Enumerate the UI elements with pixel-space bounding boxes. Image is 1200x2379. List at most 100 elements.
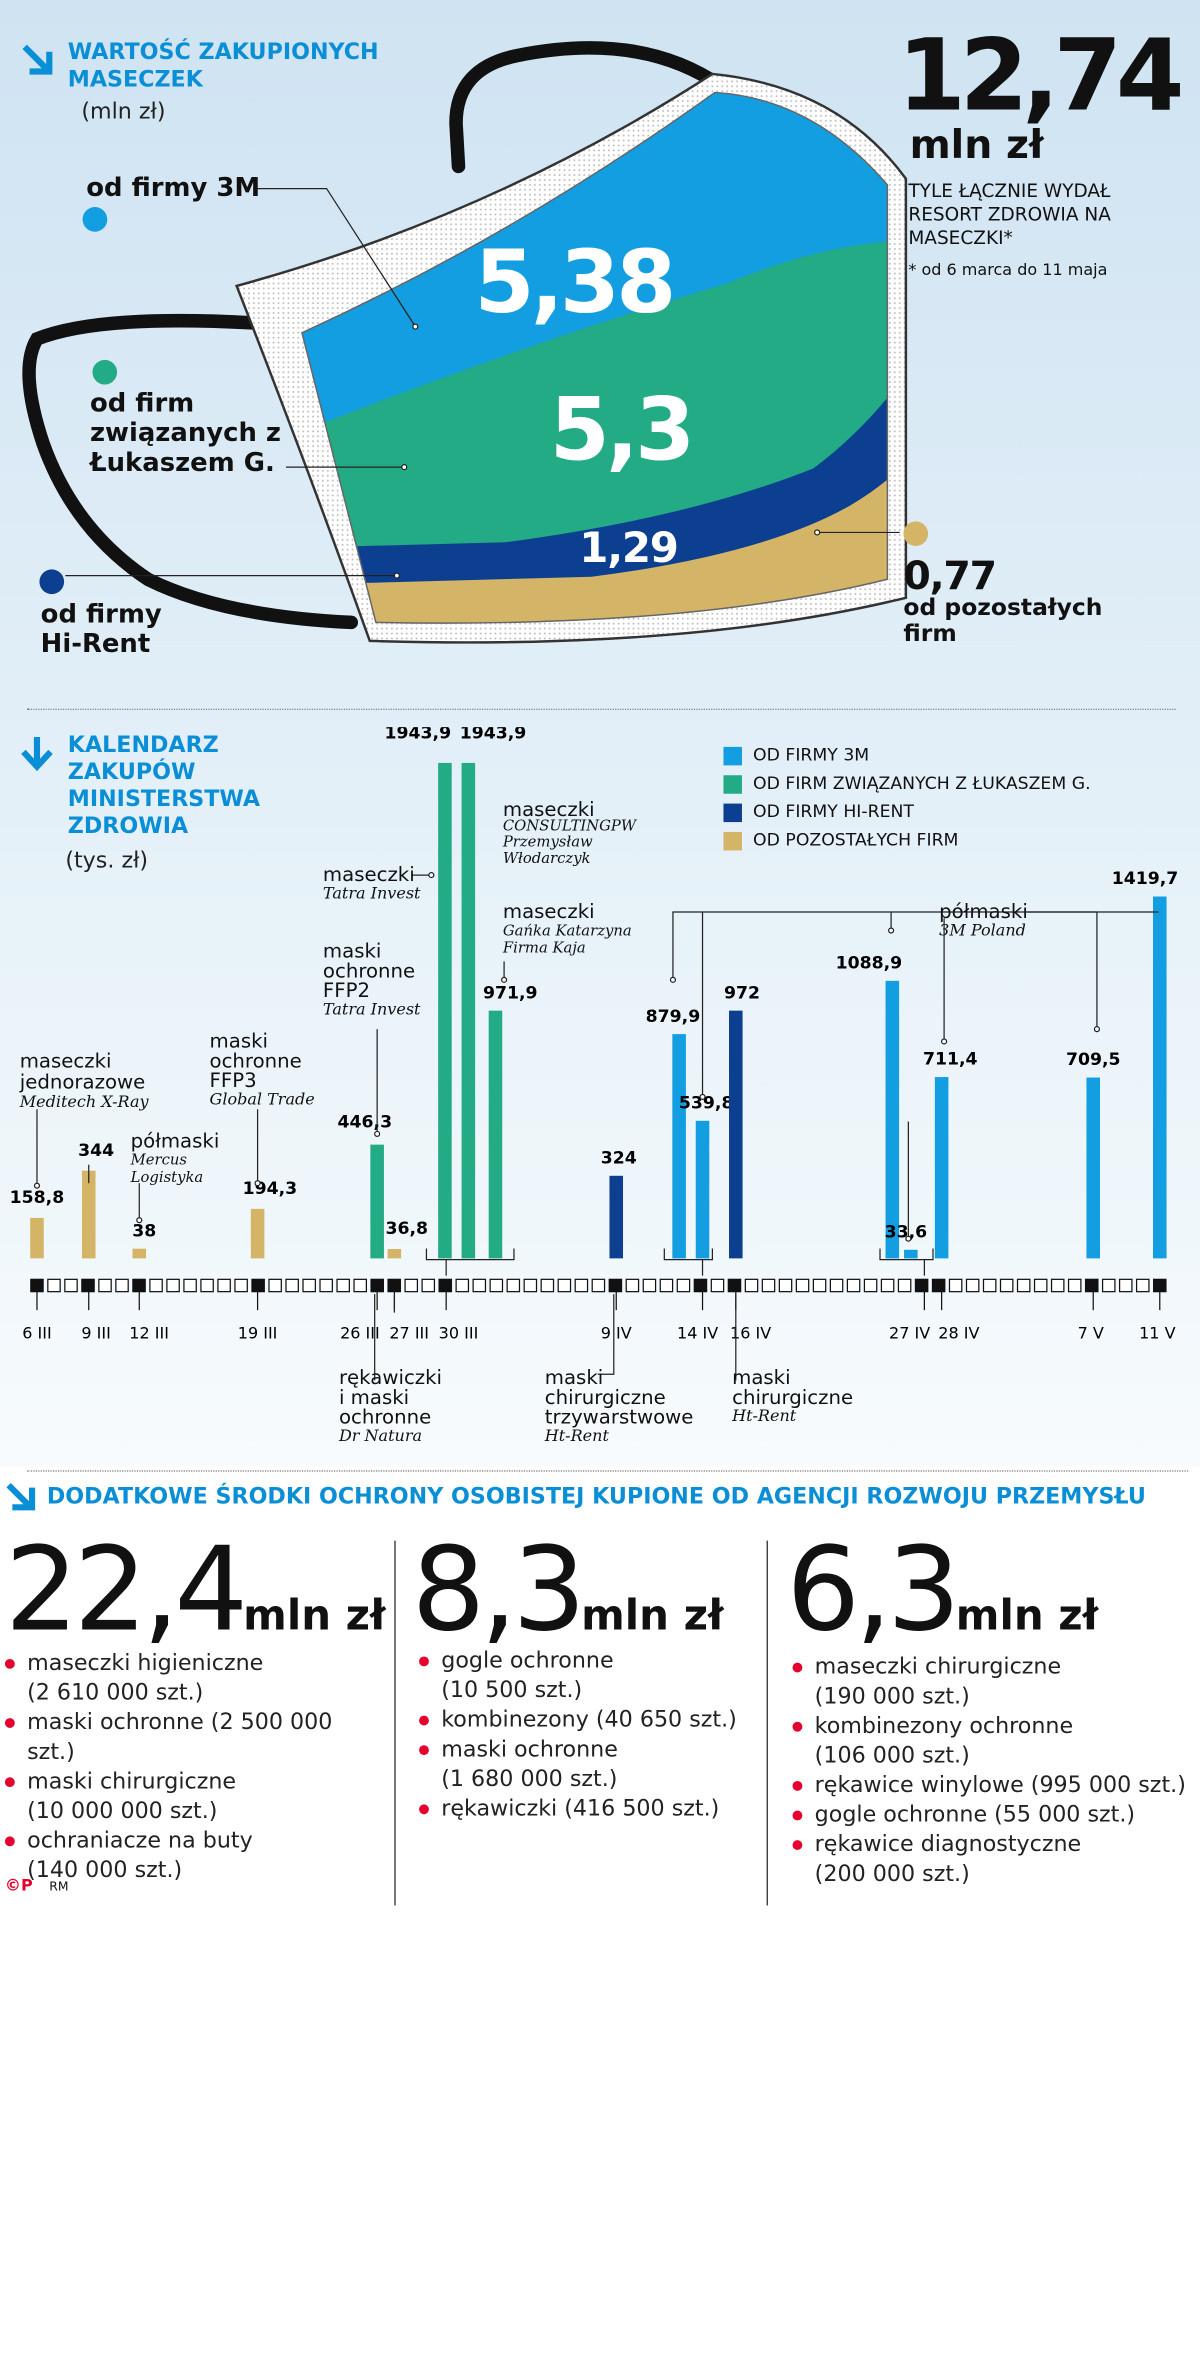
mask-layer-other [301,468,888,624]
divider-2 [27,1470,1189,1472]
day-marker [778,1278,793,1293]
list-item: kombinezony ochronne [792,1712,1199,1742]
day-marker-purchase [931,1278,946,1293]
day-marker [846,1278,861,1293]
day-marker [149,1278,163,1293]
bracket-27IV [879,1248,934,1261]
bar-label: 1943,9 [385,727,452,743]
list-item: maseczki higieniczne [4,1649,387,1679]
legend-swatch-hirent [723,803,742,823]
total-description: TYLE ŁĄCZNIE WYDAŁ RESORT ZDROWIA NA MAS… [908,179,1111,249]
list-item: kombinezony (40 650 szt.) [419,1706,764,1736]
bar-11V-17 [1153,896,1167,1259]
bar-label: 158,8 [10,1188,65,1208]
day-marker [1118,1278,1133,1293]
legend-swatch-other [723,831,742,851]
annot-a4: maseczki Tatra Invest [322,862,421,904]
bar-label: 38 [132,1221,156,1241]
bar-label: 879,9 [646,1007,701,1027]
date-label: 19 III [238,1323,278,1342]
bar-6III-0 [30,1217,44,1259]
date-label: 12 III [129,1323,169,1342]
day-marker [999,1278,1014,1293]
list-item: maseczki chirurgiczne [792,1653,1199,1683]
col-divider-1 [394,1540,396,1906]
bar-26III-4 [370,1144,384,1259]
day-marker [557,1278,572,1293]
day-marker [574,1278,589,1293]
list-item: maski chirurgiczne [4,1767,387,1797]
day-marker [625,1278,640,1293]
leader-b2 [597,1294,615,1375]
legend-swatch-3m [723,746,742,766]
bar-label: 1419,7 [1112,869,1179,889]
bar-label: 36,8 [385,1219,428,1239]
annot-a1: maseczki jednorazowe Meditech X-Ray [19,1048,149,1112]
col3-list: maseczki chirurgiczne (190 000 szt.) kom… [792,1653,1199,1890]
bar-30III-6 [438,762,452,1259]
bar-14IV-11 [695,1120,710,1259]
value-other: 0,77 [903,552,997,599]
connector-3m [672,911,1097,980]
day-marker [863,1278,878,1293]
day-marker [115,1278,129,1293]
bar-label: 446,3 [338,1112,393,1132]
col1-value: 22,4mln zł [4,1523,386,1658]
col2-value: 8,3mln zł [411,1523,724,1658]
chart-legend [723,746,742,851]
date-label: 9 III [81,1323,110,1342]
label-lukasz: od firm związanych z Łukaszem G. [89,388,281,477]
date-label: 28 IV [938,1323,979,1342]
date-label: 16 IV [730,1323,771,1342]
day-marker [234,1278,248,1293]
day-marker [47,1278,61,1293]
day-marker [1101,1278,1116,1293]
day-marker [591,1278,606,1293]
arrow-icon-3 [6,1482,36,1511]
day-marker [642,1278,657,1293]
section3-title: DODATKOWE ŚRODKI OCHRONY OSOBISTEJ KUPIO… [46,1483,1146,1510]
date-label: 30 III [439,1323,479,1342]
bracket-14IV [663,1248,714,1261]
day-marker [1135,1278,1150,1293]
annot-a3: maski ochronne FFP3 Global Trade [209,1029,315,1110]
day-marker [948,1278,963,1293]
bar-9III-1 [81,1170,96,1259]
day-marker [404,1278,419,1293]
date-label: 6 III [22,1323,51,1342]
bar-label: 324 [601,1148,637,1168]
list-item: rękawiczki (416 500 szt.) [419,1795,764,1825]
dot-other [903,521,929,546]
label-hirent: od firmy Hi-Rent [40,598,162,659]
day-marker [795,1278,810,1293]
bar-30III-8 [488,1010,503,1259]
day-marker [506,1278,521,1293]
col3-value: 6,3mln zł [786,1523,1099,1658]
annot-a7: maseczki Gańka Katarzyna Firma Kaja [502,899,632,957]
dot-3m [82,207,108,232]
day-marker [1067,1278,1082,1293]
day-marker-purchase [132,1278,146,1293]
bar-28IV-15 [934,1077,949,1259]
day-marker [1033,1278,1048,1293]
day-marker [965,1278,980,1293]
section2-unit: (tys. zł) [65,847,149,874]
bar-16IV-12 [729,1010,743,1259]
day-marker [98,1278,112,1293]
bar-label: 344 [78,1141,114,1161]
day-marker [812,1278,827,1293]
dot-hirent [39,569,65,595]
legend-other: OD POZOSTAŁYCH FIRM [753,830,959,851]
day-marker [336,1278,350,1293]
day-marker [268,1278,282,1293]
list-item: gogle ochronne (55 000 szt.) [792,1801,1199,1831]
day-marker-purchase [387,1278,402,1293]
annot-a5: maski ochronne FFP2 Tatra Invest [322,939,421,1020]
day-marker [982,1278,997,1293]
section1-unit: (mln zł) [81,98,166,125]
annot-a6: maseczki CONSULTINGPW Przemysław Włodarc… [502,797,637,867]
bar-14IV-10 [672,1034,686,1259]
bar-label: 1943,9 [460,727,527,743]
day-marker-purchase [608,1278,623,1293]
